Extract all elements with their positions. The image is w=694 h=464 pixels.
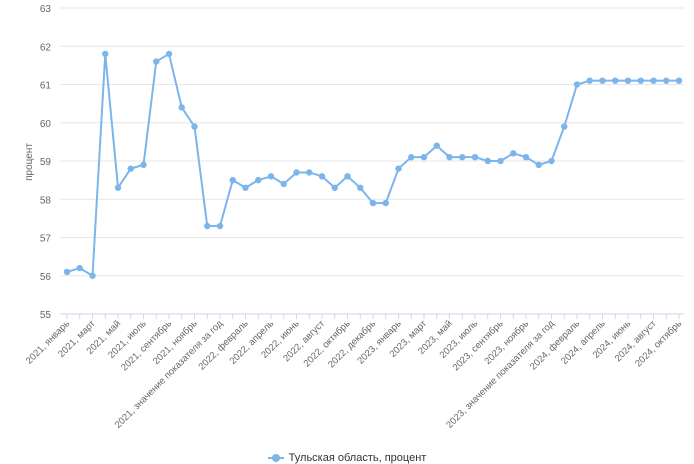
data-point[interactable]	[395, 165, 402, 172]
data-point[interactable]	[102, 50, 109, 58]
data-point[interactable]	[650, 77, 657, 84]
legend-label: Тульская область, процент	[288, 452, 427, 464]
data-point[interactable]	[446, 153, 453, 161]
y-tick-label: 59	[40, 157, 52, 168]
data-point[interactable]	[510, 150, 517, 157]
legend-marker-icon	[267, 454, 284, 462]
data-point[interactable]	[63, 268, 71, 276]
data-point[interactable]	[637, 77, 644, 84]
data-point[interactable]	[204, 222, 211, 230]
data-point[interactable]	[255, 176, 262, 184]
data-point[interactable]	[229, 176, 236, 184]
data-point[interactable]	[306, 169, 313, 176]
data-point[interactable]	[89, 272, 96, 279]
data-point[interactable]	[127, 165, 134, 172]
data-point[interactable]	[663, 77, 670, 84]
data-point[interactable]	[612, 77, 619, 84]
data-point[interactable]	[140, 161, 147, 169]
data-point[interactable]	[535, 161, 542, 169]
y-axis-label: процент	[24, 143, 35, 181]
data-point[interactable]	[280, 180, 287, 188]
data-point[interactable]	[433, 142, 440, 149]
data-point[interactable]	[114, 184, 122, 191]
data-point[interactable]	[561, 123, 568, 130]
data-point[interactable]	[459, 153, 466, 161]
data-point[interactable]	[497, 157, 504, 165]
data-point[interactable]	[408, 153, 415, 161]
series-group	[63, 50, 683, 279]
legend-item-series[interactable]: Тульская область, процент	[267, 452, 427, 464]
y-tick-label: 57	[40, 234, 52, 245]
data-point[interactable]	[357, 184, 364, 191]
y-tick-label: 58	[40, 195, 52, 206]
data-point[interactable]	[420, 153, 428, 161]
data-point[interactable]	[267, 173, 275, 180]
data-point[interactable]	[624, 77, 632, 84]
data-point[interactable]	[471, 153, 479, 161]
data-point[interactable]	[153, 58, 160, 65]
data-point[interactable]	[344, 173, 351, 180]
y-tick-label: 56	[40, 272, 52, 283]
data-point[interactable]	[76, 264, 83, 272]
data-point[interactable]	[369, 199, 377, 207]
y-tick-label: 62	[40, 42, 52, 53]
data-point[interactable]	[599, 77, 606, 84]
y-tick-label: 60	[40, 119, 52, 130]
y-tick-label: 63	[40, 4, 52, 15]
data-point[interactable]	[573, 81, 581, 88]
data-point[interactable]	[293, 169, 300, 176]
data-point[interactable]	[484, 157, 491, 165]
data-point[interactable]	[522, 153, 530, 161]
data-point[interactable]	[242, 184, 249, 191]
grid-lines	[60, 7, 684, 315]
data-point[interactable]	[586, 77, 593, 84]
data-point[interactable]	[675, 77, 683, 84]
legend[interactable]: Тульская область, процент	[0, 450, 694, 464]
data-point[interactable]	[382, 199, 389, 207]
data-point[interactable]	[331, 184, 338, 191]
y-tick-label: 61	[40, 81, 52, 92]
series-line	[66, 52, 679, 278]
data-point[interactable]	[178, 104, 185, 111]
data-point[interactable]	[548, 157, 555, 165]
y-tick-label: 55	[40, 310, 52, 321]
data-point[interactable]	[191, 123, 198, 130]
data-point[interactable]	[216, 222, 224, 230]
data-point[interactable]	[165, 50, 173, 58]
y-axis-ticks: 55 56 57 58 59 60 61 62 63	[40, 4, 52, 321]
data-point[interactable]	[318, 173, 326, 180]
